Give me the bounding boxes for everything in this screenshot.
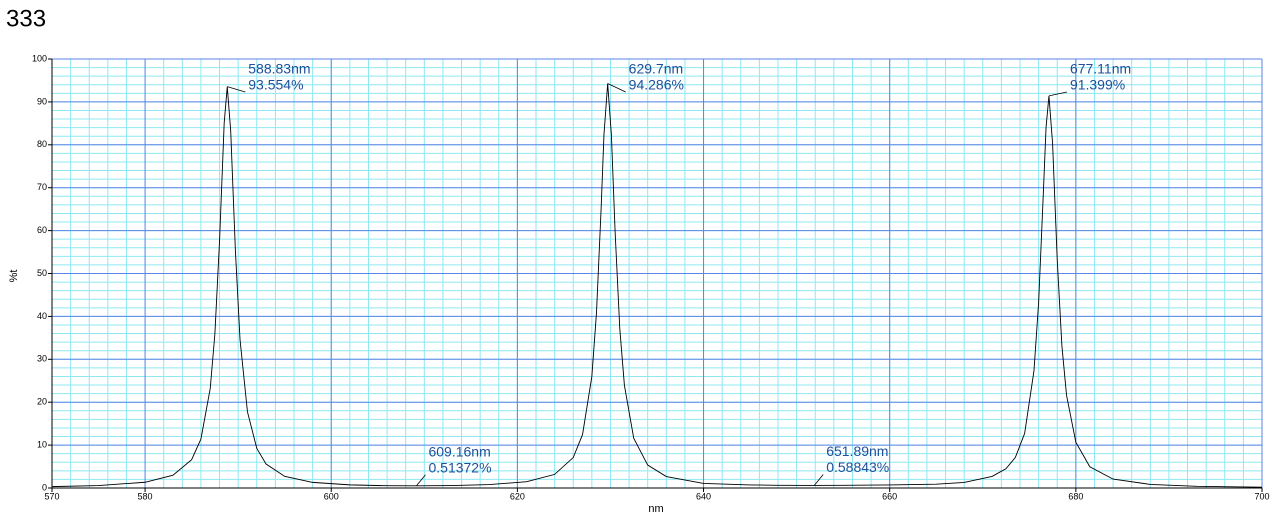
x-tick-label: 600 xyxy=(324,491,339,501)
y-tick-label: 30 xyxy=(37,354,47,364)
annotation-label: 93.554% xyxy=(248,77,303,93)
annotation-label: 94.286% xyxy=(629,77,684,93)
annotation-leader xyxy=(813,474,824,486)
y-tick-label: 70 xyxy=(37,182,47,192)
annotation-label: 0.51372% xyxy=(428,459,491,475)
annotation-label: 677.11nm xyxy=(1070,61,1131,77)
y-tick-label: 40 xyxy=(37,311,47,321)
x-tick-label: 580 xyxy=(138,491,153,501)
x-tick-label: 680 xyxy=(1068,491,1083,501)
annotation-label: 629.7nm xyxy=(629,61,683,77)
y-tick-label: 80 xyxy=(37,139,47,149)
annotation-label: 651.89nm xyxy=(826,443,888,459)
y-tick-label: 0 xyxy=(42,482,47,492)
annotation-label: 588.83nm xyxy=(248,61,310,77)
annotation-label: 609.16nm xyxy=(428,443,490,459)
x-tick-label: 640 xyxy=(696,491,711,501)
x-tick-label: 570 xyxy=(44,491,59,501)
annotation-label: 0.58843% xyxy=(826,459,889,475)
spectrum-line xyxy=(51,83,1263,488)
x-tick-label: 620 xyxy=(510,491,525,501)
annotation-leader xyxy=(227,86,246,93)
y-tick-label: 10 xyxy=(37,439,47,449)
annotation-leader xyxy=(1048,91,1068,97)
y-tick-label: 60 xyxy=(37,225,47,235)
chart-title: 333 xyxy=(6,5,46,32)
x-tick-label: 700 xyxy=(1254,491,1269,501)
annotation-leader xyxy=(607,83,626,93)
y-tick-label: 90 xyxy=(37,96,47,106)
y-tick-label: 20 xyxy=(37,397,47,407)
y-tick-label: 50 xyxy=(37,268,47,278)
y-axis-label: %t xyxy=(8,270,20,283)
annotation-label: 91.399% xyxy=(1070,77,1125,93)
x-axis-label: nm xyxy=(648,503,663,515)
y-tick-label: 100 xyxy=(32,53,47,63)
x-tick-label: 660 xyxy=(882,491,897,501)
annotation-leader xyxy=(416,474,426,487)
